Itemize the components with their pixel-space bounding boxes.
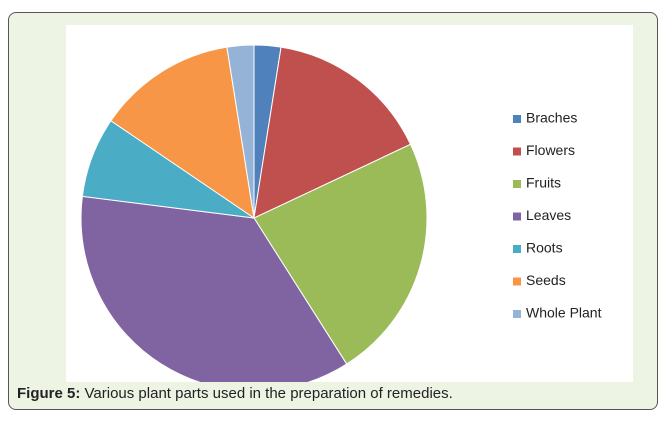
legend-swatch (513, 310, 521, 318)
legend-label: Fruits (526, 175, 561, 191)
legend-label: Leaves (526, 207, 571, 223)
legend-label: Flowers (526, 142, 575, 158)
pie-slice (253, 143, 428, 365)
figure-frame: Braches Flowers Fruits Leaves Roots Seeds Whol… (8, 12, 658, 410)
chart: Braches Flowers Fruits Leaves Roots Seeds Whol… (66, 25, 633, 382)
legend-label: Whole Plant (526, 305, 602, 321)
legend-swatch (513, 245, 521, 253)
legend-swatch (513, 115, 521, 123)
legend-label: Seeds (526, 272, 566, 288)
legend-swatch (513, 277, 521, 286)
caption-label: Figure 5: (17, 385, 81, 402)
caption: Figure 5: Various plant parts used in th… (17, 385, 453, 402)
pie-slice (110, 46, 255, 220)
legend-swatch (513, 147, 521, 156)
legend-swatch (513, 180, 521, 188)
pie-slice (80, 195, 348, 382)
legend-label: Braches (526, 110, 577, 126)
legend-swatch (513, 212, 521, 221)
legend-label: Roots (526, 240, 563, 256)
caption-text: Various plant parts used in the preparat… (84, 385, 453, 402)
pie-slice (253, 46, 412, 219)
pie-slice (226, 44, 255, 219)
